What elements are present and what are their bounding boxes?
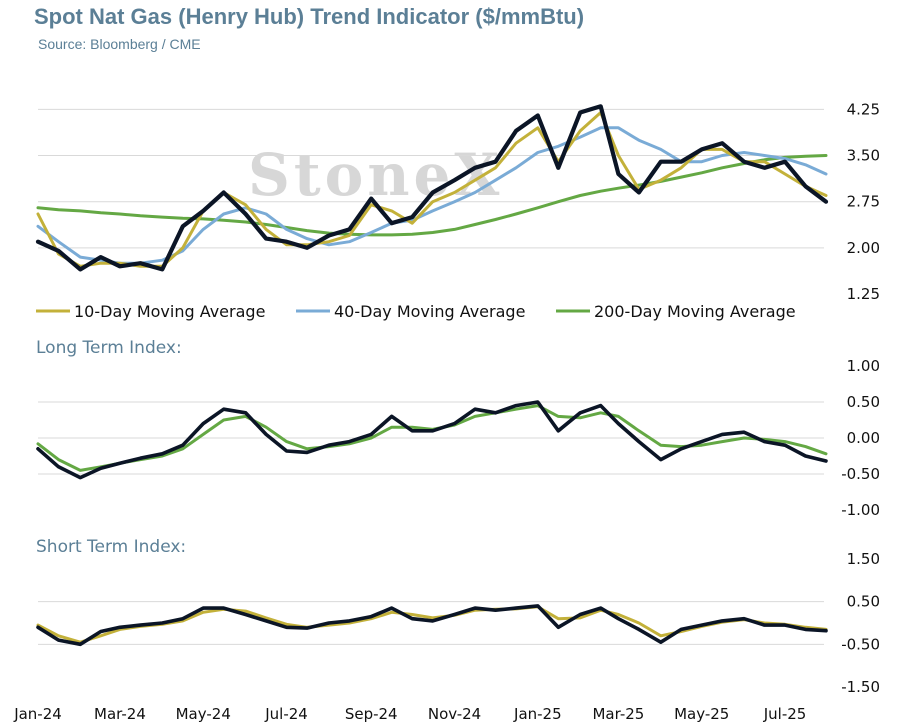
series-line-200-day-moving-average <box>36 154 828 237</box>
series-line-long-term-index-black- <box>36 400 828 480</box>
y-tick-label: 1.25 <box>847 285 880 303</box>
y-tick-label: 2.00 <box>847 239 880 257</box>
x-tick-labels: Jan-24 Mar-24 May-24 Jul-24 Sep-24 Nov-24 Jan-… <box>13 705 806 723</box>
watermark-logo: StoneX <box>248 141 503 209</box>
y-tick-label: 1.00 <box>847 357 880 375</box>
legend-label: 10-Day Moving Average <box>74 302 265 321</box>
y-tick-label: 1.50 <box>847 550 880 568</box>
x-tick-label: Jan-24 <box>13 705 62 723</box>
x-tick-label: Mar-24 <box>94 705 146 723</box>
y-tick-label: -0.50 <box>841 635 880 653</box>
x-tick-label: Jul-25 <box>763 705 807 723</box>
y-tick-label: 0.50 <box>847 393 880 411</box>
y-tick-label: 4.25 <box>847 100 880 118</box>
short-term-index-title: Short Term Index: <box>36 537 186 557</box>
series-line-spot <box>35 104 829 272</box>
x-tick-label: May-25 <box>674 705 729 723</box>
long-term-index-title: Long Term Index: <box>36 338 182 358</box>
chart-source: Source: Bloomberg / CME <box>38 36 201 52</box>
legend-label: 40-Day Moving Average <box>334 302 525 321</box>
legend-label: 200-Day Moving Average <box>594 302 796 321</box>
y-tick-label: 3.50 <box>847 147 880 165</box>
y-tick-label: -0.50 <box>841 465 880 483</box>
series-lines <box>35 104 829 647</box>
x-tick-label: Jan-25 <box>513 705 562 723</box>
chart-title: Spot Nat Gas (Henry Hub) Trend Indicator… <box>34 4 584 29</box>
y-tick-label: 0.00 <box>847 429 880 447</box>
legend: 10-Day Moving Average 40-Day Moving Avera… <box>36 302 796 321</box>
x-tick-label: Mar-25 <box>592 705 644 723</box>
x-tick-label: Jul-24 <box>264 705 308 723</box>
series-line-short-term-index-black- <box>36 604 828 647</box>
y-tick-label: 0.50 <box>847 593 880 611</box>
y-tick-label: -1.00 <box>841 501 880 519</box>
y-tick-labels: 4.25 3.50 2.75 2.00 1.25 1.00 0.50 0.00 -0.50 -1.… <box>841 100 880 696</box>
y-tick-label: -1.50 <box>841 678 880 696</box>
x-tick-label: May-24 <box>176 705 231 723</box>
y-tick-label: 2.75 <box>847 193 880 211</box>
x-tick-label: Nov-24 <box>428 705 481 723</box>
x-tick-label: Sep-24 <box>345 705 398 723</box>
